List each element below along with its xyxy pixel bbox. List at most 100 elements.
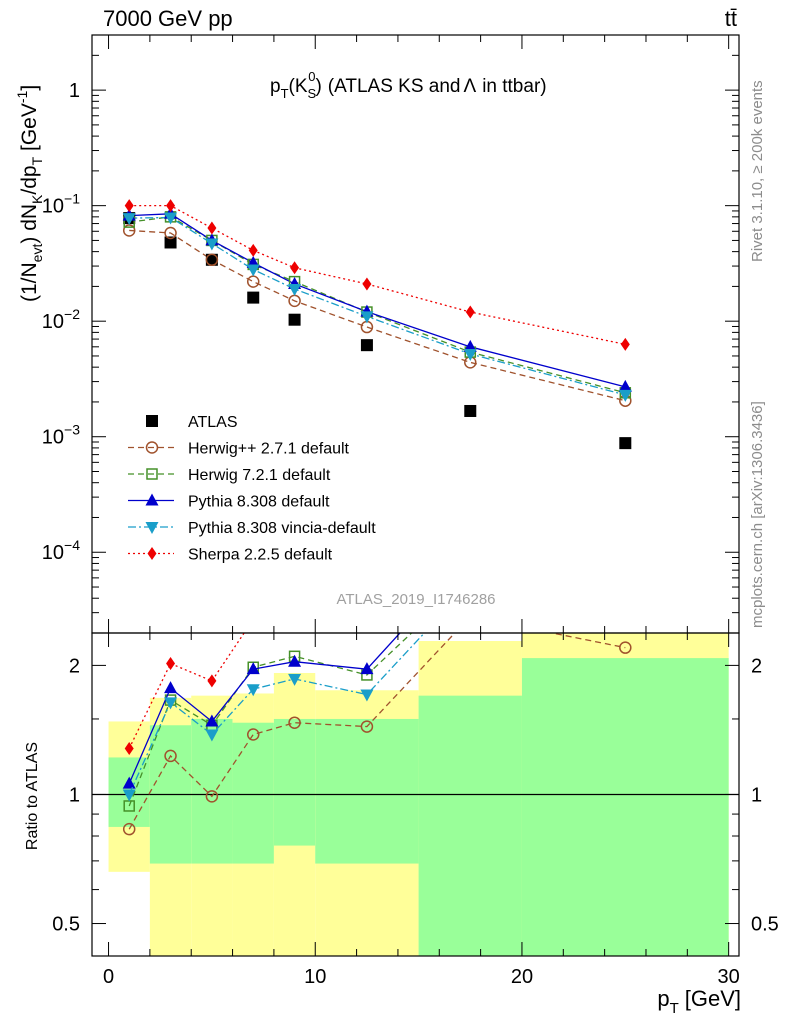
ratio-point <box>124 741 134 755</box>
x-tick-label: 10 <box>304 966 326 988</box>
ratio-point <box>360 720 374 733</box>
ratio-line <box>128 633 426 795</box>
x-tick-label: 20 <box>511 966 533 988</box>
ratio-point <box>246 662 260 675</box>
legend-label: Sherpa 2.2.5 default <box>188 547 333 564</box>
legend-label: Herwig 7.2.1 default <box>188 467 331 484</box>
data-point <box>360 339 373 352</box>
legend-marker <box>145 441 159 454</box>
ratio-y-tick-label: 1 <box>69 784 80 806</box>
x-tick-label: 0 <box>103 966 114 988</box>
ratio-point <box>360 662 374 675</box>
y-tick-label: 10−3 <box>42 422 80 449</box>
ratio-point <box>246 684 260 697</box>
ratio-line <box>128 633 413 807</box>
main-frame <box>91 34 740 634</box>
data-point <box>205 253 218 266</box>
analysis-watermark: ATLAS_2019_I1746286 <box>336 591 495 608</box>
data-point <box>248 243 258 257</box>
series-line <box>129 216 626 394</box>
ratio-point <box>360 689 374 702</box>
ratio-series <box>92 633 739 836</box>
ratio-point <box>207 674 217 688</box>
data-point <box>360 311 374 324</box>
ratio-point <box>246 728 260 741</box>
data-point <box>463 348 477 361</box>
band-green <box>418 695 522 956</box>
ratio-point <box>122 776 136 789</box>
ratio-line <box>128 633 626 830</box>
band-green <box>273 718 316 846</box>
data-point <box>463 339 477 352</box>
legend: ATLAS Herwig++ 2.7.1 default Herwig 7.2.1 … <box>128 414 376 564</box>
ratio-point <box>288 716 301 729</box>
series-line <box>129 213 626 388</box>
ratio-point <box>122 789 136 802</box>
y-tick-label: 10−4 <box>42 537 80 564</box>
x-axis-label: pT [GeV] <box>657 986 741 1017</box>
band-green <box>232 722 274 864</box>
legend-marker <box>146 468 158 480</box>
data-point <box>618 379 632 392</box>
data-point <box>288 313 301 326</box>
ratio-point <box>288 673 302 686</box>
ratio-point <box>122 822 136 836</box>
ratio-point <box>164 681 178 694</box>
ratio-point <box>164 697 178 710</box>
ratio-point <box>288 654 302 667</box>
legend-label: ATLAS <box>188 414 238 431</box>
ratio-y-tick-label-right: 2 <box>751 655 762 677</box>
data-point <box>207 221 217 235</box>
header-right: tt̄ <box>725 6 737 31</box>
main-y-axis-label: (1/Nevt) dNK/dpT [GeV-1] <box>14 85 45 302</box>
y-tick-label: 10−2 <box>42 306 80 333</box>
y-tick-label: 10−1 <box>42 191 80 218</box>
data-point <box>164 212 178 225</box>
data-point <box>164 236 177 249</box>
ratio-point <box>164 749 177 763</box>
side-text-rivet: Rivet 3.1.10, ≥ 200k events <box>749 80 766 262</box>
band-green <box>315 718 419 864</box>
legend-marker <box>146 415 158 427</box>
side-text-mcplots: mcplots.cern.ch [arXiv:1306.3436] <box>749 401 766 628</box>
data-point <box>620 337 630 351</box>
ratio-point <box>205 790 219 803</box>
ratio-y-tick-label: 2 <box>69 655 80 677</box>
x-tick-label: 30 <box>718 966 740 988</box>
ratio-axes: 0.5 0.51 12 20 10 20 30 <box>52 632 779 988</box>
legend-label: Herwig++ 2.7.1 default <box>188 441 350 458</box>
ratio-point <box>205 714 219 727</box>
main-series <box>122 199 632 450</box>
data-point <box>619 437 632 450</box>
data-point <box>464 404 477 417</box>
main-axes: 10−4 10−3 10−2 10−1 1 <box>42 34 740 634</box>
ratio-y-tick-label: 0.5 <box>52 914 80 936</box>
ratio-point <box>166 657 176 671</box>
ratio-line <box>128 633 401 784</box>
header-left: 7000 GeV pp <box>103 6 233 31</box>
ratio-y-axis-label: Ratio to ATLAS <box>24 742 41 850</box>
ratio-uncertainty-bands <box>108 633 729 956</box>
ratio-y-tick-label-right: 1 <box>751 784 762 806</box>
series-line <box>129 205 626 346</box>
series-line <box>129 229 626 402</box>
legend-marker <box>145 493 159 506</box>
ratio-point <box>619 641 632 654</box>
data-point <box>205 253 219 267</box>
legend-label: Pythia 8.308 vincia-default <box>188 520 376 537</box>
legend-label: Pythia 8.308 default <box>188 494 330 511</box>
data-point <box>124 199 134 213</box>
data-point <box>164 226 177 240</box>
band-green <box>521 658 729 956</box>
data-point <box>290 261 300 275</box>
data-point <box>362 277 372 291</box>
data-point <box>288 283 302 296</box>
legend-marker <box>147 547 157 560</box>
legend-marker <box>145 522 159 534</box>
data-point <box>247 291 260 304</box>
y-tick-label: 1 <box>69 80 80 102</box>
ratio-y-tick-label-right: 0.5 <box>751 914 779 936</box>
series-line <box>129 216 626 396</box>
data-point <box>122 213 136 226</box>
